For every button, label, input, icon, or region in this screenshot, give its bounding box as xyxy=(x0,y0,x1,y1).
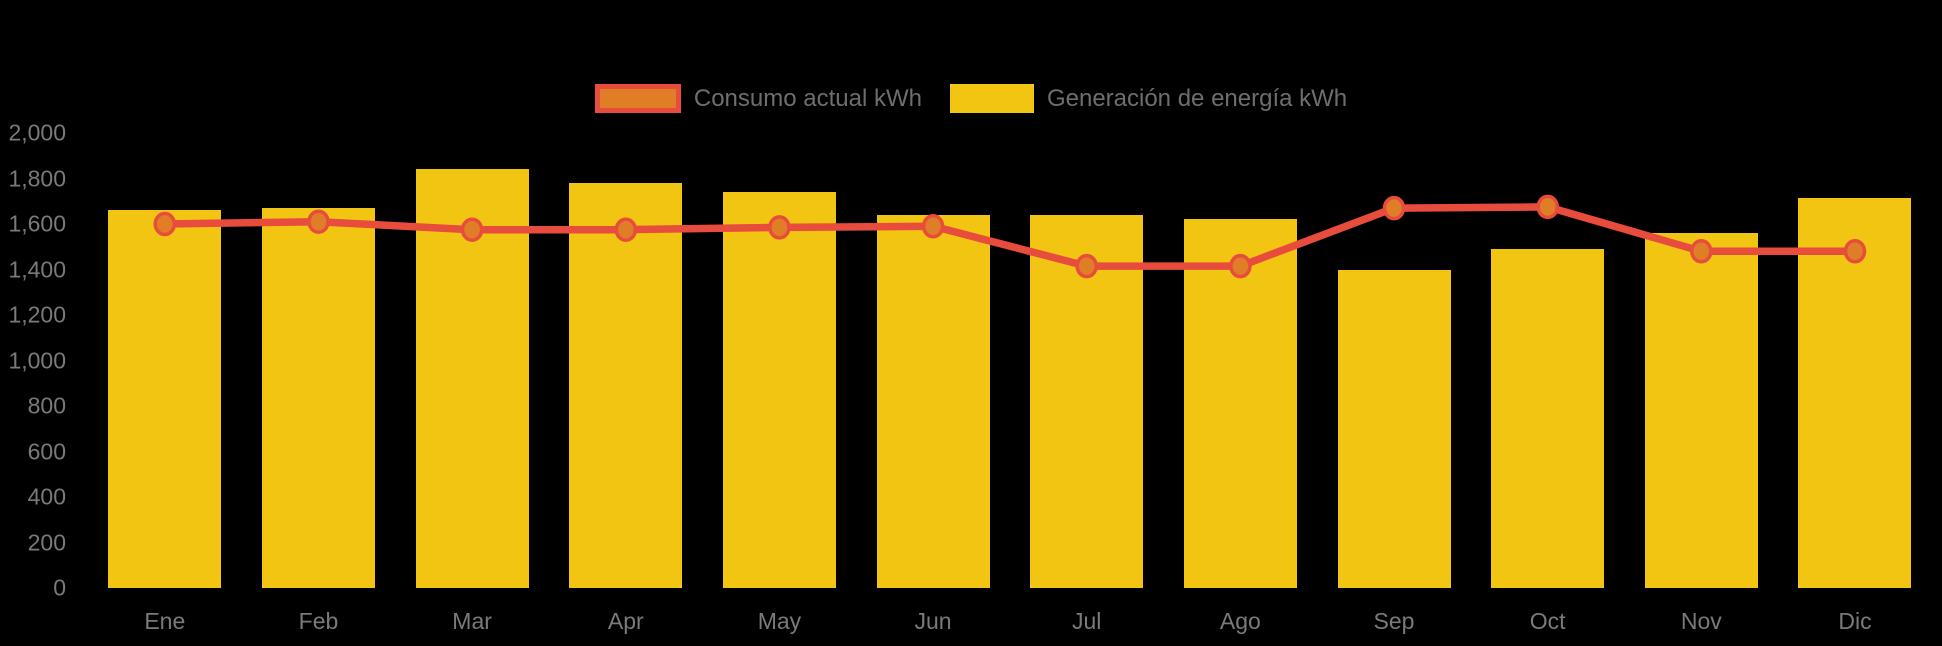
x-tick-label-mar: Mar xyxy=(452,608,492,634)
y-tick-label-1600: 1,600 xyxy=(8,210,66,237)
x-tick-label-may: May xyxy=(757,608,802,634)
x-tick-label-ago: Ago xyxy=(1219,608,1261,634)
bar-nov[interactable] xyxy=(1644,233,1758,588)
generacion-series-swatch-icon xyxy=(949,84,1034,113)
consumo-series-swatch-icon xyxy=(594,84,681,113)
x-tick-label-oct: Oct xyxy=(1529,608,1566,634)
bar-jun[interactable] xyxy=(876,214,990,588)
chart-legend: Consumo actual kWh Generación de energía… xyxy=(0,84,1942,113)
line-point-sep[interactable] xyxy=(1382,195,1406,221)
line-point-ago[interactable] xyxy=(1229,253,1252,279)
y-tick-label-1200: 1,200 xyxy=(8,301,66,328)
y-tick-label-2000: 2,000 xyxy=(8,119,66,146)
y-tick-label-600: 600 xyxy=(27,438,66,464)
y-tick-label-1000: 1,000 xyxy=(8,347,66,373)
line-point-ene[interactable] xyxy=(153,211,177,237)
bar-oct[interactable] xyxy=(1491,249,1605,588)
x-tick-label-sep: Sep xyxy=(1373,608,1415,634)
x-tick-label-jun: Jun xyxy=(914,608,952,634)
bar-ago[interactable] xyxy=(1183,219,1297,588)
x-tick-label-jul: Jul xyxy=(1072,608,1102,634)
x-tick-label-nov: Nov xyxy=(1680,608,1722,634)
legend-label-consumo: Consumo actual kWh xyxy=(693,84,922,112)
bar-feb[interactable] xyxy=(261,208,375,588)
line-point-mar[interactable] xyxy=(460,217,484,242)
line-point-jul[interactable] xyxy=(1075,253,1098,279)
y-tick-label-200: 200 xyxy=(27,529,66,555)
y-tick-label-400: 400 xyxy=(27,483,66,510)
line-point-jun[interactable] xyxy=(921,214,945,239)
bar-apr[interactable] xyxy=(569,183,683,588)
legend-item-consumo[interactable]: Consumo actual kWh xyxy=(594,84,922,113)
legend-label-generacion: Generación de energía kWh xyxy=(1046,84,1348,112)
y-tick-label-800: 800 xyxy=(27,392,66,419)
consumo-line-path xyxy=(164,203,1855,270)
bar-may[interactable] xyxy=(722,192,836,588)
line-point-dic[interactable] xyxy=(1843,239,1867,264)
x-tick-label-ene: Ene xyxy=(144,608,186,634)
y-tick-label-1800: 1,800 xyxy=(8,165,66,191)
line-point-may[interactable] xyxy=(768,215,791,240)
bar-ene[interactable] xyxy=(108,210,222,588)
legend-item-generacion[interactable]: Generación de energía kWh xyxy=(949,84,1348,113)
bar-sep[interactable] xyxy=(1337,269,1451,588)
line-point-nov[interactable] xyxy=(1690,239,1713,264)
x-tick-label-dic: Dic xyxy=(1838,608,1872,634)
line-point-oct[interactable] xyxy=(1536,194,1559,220)
line-point-feb[interactable] xyxy=(307,209,330,234)
y-tick-label-1400: 1,400 xyxy=(8,256,66,282)
line-point-apr[interactable] xyxy=(614,217,638,242)
x-tick-label-feb: Feb xyxy=(298,608,339,634)
x-tick-label-apr: Apr xyxy=(607,608,644,634)
y-tick-label-0: 0 xyxy=(53,574,66,601)
